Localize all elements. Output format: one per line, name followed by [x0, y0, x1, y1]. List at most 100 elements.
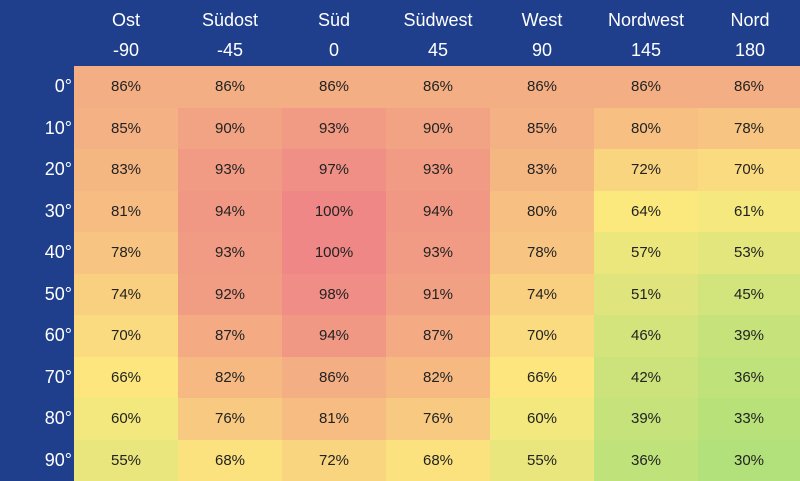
heatmap-cell: 76%: [386, 398, 490, 440]
column-header: Nordwest 145: [594, 0, 698, 66]
heatmap-cell: 93%: [386, 232, 490, 274]
row-tilt-label: 70°: [44, 366, 72, 387]
heatmap-cell: 53%: [698, 232, 800, 274]
heatmap-cell: 80%: [490, 190, 594, 232]
heatmap-cell: 72%: [594, 149, 698, 191]
heatmap-cell: 36%: [594, 439, 698, 481]
heatmap-cell: 83%: [74, 149, 178, 191]
heatmap-cell: 90%: [178, 107, 282, 149]
heatmap-cell: 76%: [178, 398, 282, 440]
heatmap-cell: 68%: [178, 439, 282, 481]
heatmap-cell: 70%: [698, 149, 800, 191]
heatmap-cell: 87%: [386, 315, 490, 357]
heatmap-cell: 78%: [698, 107, 800, 149]
heatmap-cell: 46%: [594, 315, 698, 357]
column-degree-label: 0: [328, 40, 339, 60]
heatmap-cell: 98%: [282, 273, 386, 315]
heatmap-cell: 72%: [282, 439, 386, 481]
column-direction-label: Nordwest: [607, 10, 685, 30]
row-tilt-label: 40°: [44, 242, 72, 263]
column-header: Südwest 45: [386, 0, 490, 66]
heatmap-cell: 81%: [282, 398, 386, 440]
heatmap-cell: 78%: [490, 232, 594, 274]
heatmap-cell: 61%: [698, 190, 800, 232]
column-degree-label: -90: [112, 40, 139, 60]
heatmap-cell: 45%: [698, 273, 800, 315]
heatmap-cell: 86%: [490, 66, 594, 108]
heatmap-cell: 86%: [74, 66, 178, 108]
row-tilt-label: 10°: [44, 117, 72, 138]
heatmap-cell: 66%: [74, 356, 178, 398]
heatmap-cell: 93%: [282, 107, 386, 149]
column-degree-label: 180: [734, 40, 766, 60]
heatmap-cell: 90%: [386, 107, 490, 149]
heatmap-cell: 86%: [282, 66, 386, 108]
row-tilt-label: 30°: [44, 200, 72, 221]
heatmap-cell: 92%: [178, 273, 282, 315]
heatmap-cell: 70%: [74, 315, 178, 357]
column-degree-label: -45: [216, 40, 243, 60]
column-direction-label: Nord: [730, 10, 770, 30]
column-direction-label: Süd: [317, 10, 351, 30]
heatmap-cell: 87%: [178, 315, 282, 357]
heatmap-cell: 42%: [594, 356, 698, 398]
row-tilt-label: 50°: [44, 283, 72, 304]
heatmap-cell: 82%: [386, 356, 490, 398]
heatmap-cell: 94%: [178, 190, 282, 232]
column-header: West 90: [490, 0, 594, 66]
heatmap-cell: 93%: [386, 149, 490, 191]
heatmap-cell: 86%: [594, 66, 698, 108]
heatmap-cell: 86%: [698, 66, 800, 108]
heatmap-cell: 86%: [178, 66, 282, 108]
heatmap-cell: 78%: [74, 232, 178, 274]
column-degree-label: 90: [531, 40, 553, 60]
row-tilt-label: 80°: [44, 408, 72, 429]
row-tilt-label: 60°: [44, 325, 72, 346]
heatmap-cell: 60%: [74, 398, 178, 440]
heatmap-cell: 33%: [698, 398, 800, 440]
heatmap-cell: 36%: [698, 356, 800, 398]
heatmap-cell: 66%: [490, 356, 594, 398]
column-header: Südost -45: [178, 0, 282, 66]
heatmap-cell: 100%: [282, 190, 386, 232]
heatmap-cell: 60%: [490, 398, 594, 440]
column-header: Ost -90: [74, 0, 178, 66]
column-direction-label: Ost: [111, 10, 140, 30]
column-direction-label: West: [521, 10, 563, 30]
heatmap-cell: 55%: [74, 439, 178, 481]
heatmap-cell: 39%: [698, 315, 800, 357]
heatmap-cell: 68%: [386, 439, 490, 481]
row-tilt-label: 0°: [54, 76, 72, 97]
row-tilt-label: 90°: [44, 449, 72, 470]
heatmap-cell: 57%: [594, 232, 698, 274]
heatmap-cell: 30%: [698, 439, 800, 481]
heatmap-cell: 97%: [282, 149, 386, 191]
column-degree-label: 145: [630, 40, 662, 60]
heatmap-cell: 51%: [594, 273, 698, 315]
row-tilt-label: 20°: [44, 159, 72, 180]
heatmap-cell: 93%: [178, 149, 282, 191]
heatmap-cell: 55%: [490, 439, 594, 481]
heatmap-cell: 80%: [594, 107, 698, 149]
heatmap-cell: 74%: [74, 273, 178, 315]
heatmap-cell: 100%: [282, 232, 386, 274]
column-header: Süd 0: [282, 0, 386, 66]
heatmap-cell: 39%: [594, 398, 698, 440]
column-direction-label: Südost: [201, 10, 259, 30]
heatmap-cell: 91%: [386, 273, 490, 315]
heatmap-cell: 83%: [490, 149, 594, 191]
heatmap-cell: 86%: [282, 356, 386, 398]
column-degree-label: 45: [427, 40, 449, 60]
heatmap-cell: 70%: [490, 315, 594, 357]
heatmap-cell: 64%: [594, 190, 698, 232]
heatmap-cell: 85%: [490, 107, 594, 149]
column-direction-label: Südwest: [403, 10, 473, 30]
heatmap-cell: 94%: [282, 315, 386, 357]
heatmap-cell: 94%: [386, 190, 490, 232]
heatmap-cell: 81%: [74, 190, 178, 232]
heatmap-cell: 82%: [178, 356, 282, 398]
heatmap-cell: 86%: [386, 66, 490, 108]
heatmap-cell: 74%: [490, 273, 594, 315]
heatmap-cell: 93%: [178, 232, 282, 274]
